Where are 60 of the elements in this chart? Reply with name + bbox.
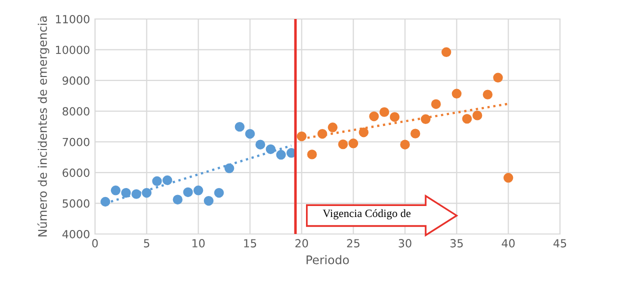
point	[110, 186, 121, 196]
x-axis-title: Periodo	[306, 255, 349, 264]
point	[472, 110, 482, 120]
x-tick-label: 45	[553, 239, 566, 248]
y-tick-label: 6000	[62, 168, 90, 177]
point	[482, 90, 493, 100]
y-tick-label: 7000	[62, 138, 90, 146]
point	[214, 188, 224, 198]
point	[162, 175, 172, 186]
point	[224, 163, 234, 174]
point	[390, 112, 400, 122]
point	[276, 150, 286, 160]
point	[317, 129, 328, 139]
x-tick-label: 30	[398, 239, 412, 248]
point	[379, 107, 390, 117]
x-tick-label: 10	[192, 239, 205, 248]
point	[255, 140, 266, 150]
point	[452, 88, 462, 98]
point	[100, 196, 110, 207]
point	[266, 144, 276, 154]
point	[358, 127, 369, 138]
point	[441, 47, 452, 58]
point	[193, 186, 204, 196]
x-tick-label: 20	[295, 239, 308, 248]
point	[369, 112, 379, 122]
point	[172, 194, 183, 204]
point	[152, 176, 162, 186]
point	[493, 72, 503, 83]
point	[338, 139, 348, 150]
y-tick-label: 11000	[56, 14, 90, 24]
x-tick-label: 40	[502, 239, 515, 248]
point	[183, 187, 193, 198]
x-tick-label: 25	[347, 239, 360, 248]
y-tick-label: 10000	[56, 46, 90, 54]
point	[503, 172, 514, 183]
x-tick-label: 0	[92, 239, 98, 248]
point	[142, 188, 152, 198]
point	[245, 129, 255, 139]
point	[462, 114, 472, 124]
point	[234, 122, 245, 132]
y-tick-label: 8000	[62, 107, 90, 116]
x-tick-label: 15	[244, 239, 256, 248]
point	[400, 140, 410, 150]
y-axis-title: Número de incidentes de emergencia	[37, 16, 50, 236]
point	[348, 138, 358, 148]
point	[420, 114, 431, 124]
point	[296, 131, 307, 142]
point	[121, 188, 131, 198]
x-tick-label: 35	[450, 239, 463, 248]
y-tick-label: 4000	[62, 230, 90, 238]
point	[131, 189, 142, 199]
y-tick-label: 5000	[62, 199, 90, 208]
point	[307, 150, 317, 160]
point	[410, 128, 420, 138]
y-tick-label: 9000	[62, 76, 90, 85]
x-tick-label: 5	[144, 239, 150, 248]
point	[204, 196, 214, 206]
point	[431, 99, 441, 109]
point	[328, 122, 338, 132]
annotation: Vigencia Código de	[322, 209, 410, 220]
